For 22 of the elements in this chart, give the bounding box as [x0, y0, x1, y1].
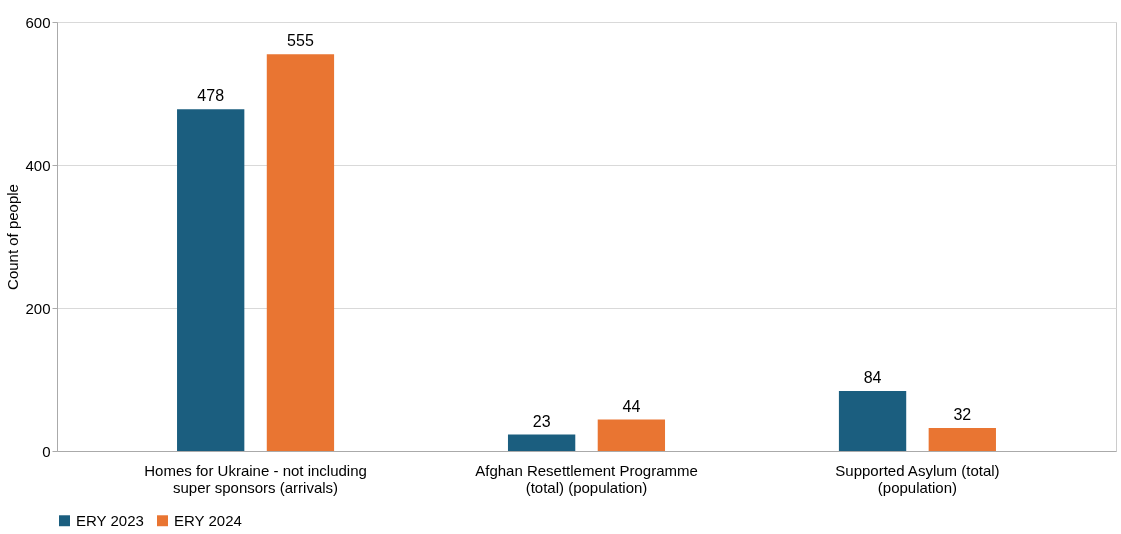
data-label: 84 — [863, 368, 882, 386]
bar — [838, 390, 907, 451]
x-tick-label: Afghan Resettlement Programme (total) (population) — [475, 461, 698, 496]
y-tick-label: 0 — [42, 442, 51, 460]
x-tick-label: Supported Asylum (total) (population) — [835, 461, 1000, 496]
y-tick-label: 600 — [25, 13, 51, 31]
x-tick-label: Homes for Ukraine - not including super sponsors (arrivals) — [144, 461, 367, 496]
data-label: 478 — [197, 87, 225, 105]
legend-label: ERY 2023 — [76, 511, 144, 529]
data-label: 44 — [622, 397, 641, 415]
data-label: 32 — [953, 406, 972, 424]
bar — [266, 54, 335, 451]
bar — [177, 109, 245, 451]
data-label: 555 — [287, 32, 314, 50]
y-tick-label: 200 — [25, 299, 51, 317]
bar — [597, 419, 666, 451]
data-label: 23 — [532, 412, 551, 430]
bar — [928, 428, 996, 451]
y-axis-title: Count of people — [4, 184, 22, 290]
legend-label: ERY 2024 — [174, 511, 242, 529]
bar — [507, 434, 576, 451]
y-tick-label: 400 — [25, 156, 51, 174]
